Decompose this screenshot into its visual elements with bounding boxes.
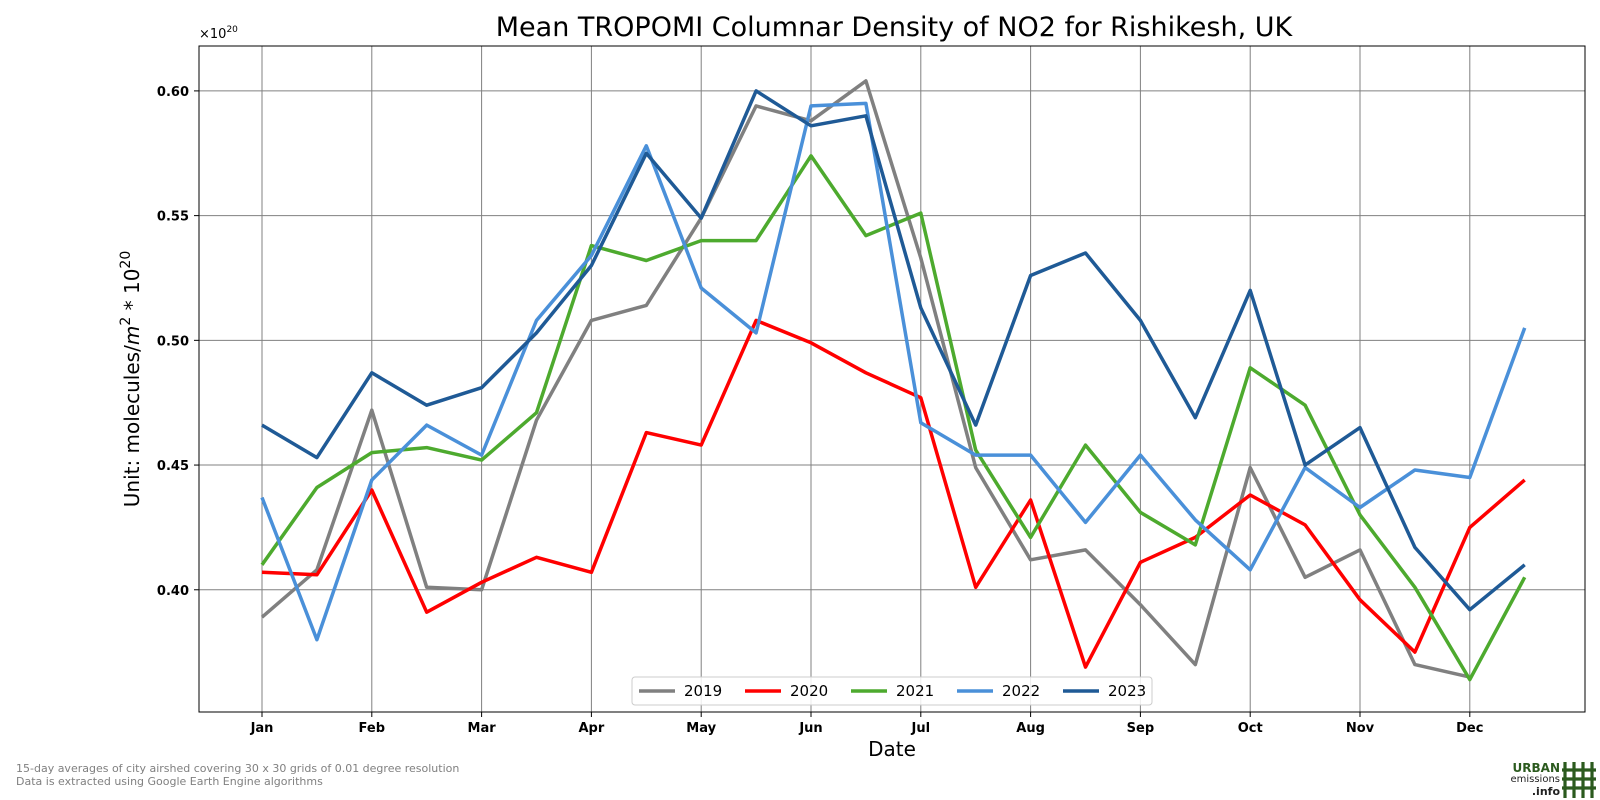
- x-tick-label: Jul: [911, 721, 931, 736]
- legend-label-2022: 2022: [1002, 682, 1040, 700]
- series-line-2020: [261, 318, 1526, 669]
- no2-line-chart: Mean TROPOMI Columnar Density of NO2 for…: [118, 12, 1586, 760]
- y-tick-label: 0.40: [157, 584, 189, 599]
- x-tick-label: Jun: [798, 721, 822, 736]
- x-tick-label: Mar: [468, 721, 497, 736]
- series-line-2023: [261, 89, 1526, 612]
- logo-line-2: emissions: [1510, 774, 1560, 785]
- x-tick-label: Sep: [1127, 721, 1155, 736]
- y-axis-label: Unit: molecules/m2 * 1020: [118, 251, 144, 508]
- footer-note: 15-day averages of city airshed covering…: [16, 762, 459, 788]
- logo-line-3: .info: [1531, 785, 1560, 798]
- y-axis-ticks: 0.40 0.45 0.50 0.55 0.60: [157, 85, 199, 599]
- x-tick-label: Aug: [1016, 721, 1045, 736]
- logo-line-1: URBAN: [1512, 761, 1560, 775]
- urban-emissions-logo: URBAN emissions .info: [1500, 762, 1596, 798]
- legend-label-2020: 2020: [790, 682, 828, 700]
- gridlines: [199, 46, 1585, 712]
- y-tick-label: 0.55: [157, 210, 189, 225]
- y-tick-label: 0.60: [157, 85, 189, 100]
- chart-title: Mean TROPOMI Columnar Density of NO2 for…: [496, 12, 1294, 43]
- y-tick-label: 0.50: [157, 334, 189, 349]
- grid-logo-icon: [1562, 762, 1596, 798]
- x-tick-label: Nov: [1346, 721, 1375, 736]
- footer-line-1: 15-day averages of city airshed covering…: [16, 762, 460, 775]
- y-tick-label: 0.45: [157, 459, 189, 474]
- logo-text: URBAN emissions .info: [1510, 762, 1560, 798]
- x-tick-label: Oct: [1238, 721, 1263, 736]
- legend-box: [631, 676, 1153, 706]
- x-tick-label: Feb: [359, 721, 385, 736]
- series-line-2019: [260, 79, 1471, 679]
- x-axis-label: Date: [868, 737, 916, 760]
- series-line-2021: [260, 154, 1527, 682]
- plot-frame: [198, 45, 1586, 713]
- x-tick-label: May: [686, 721, 716, 736]
- legend: 2019 2020 2021 2022 2023: [631, 676, 1153, 706]
- x-axis-ticks: Jan Feb Mar Apr May Jun Jul Aug Sep Oct Nov Dec: [250, 712, 1483, 736]
- y-axis-offset-label: ×1020: [199, 25, 238, 42]
- legend-label-2021: 2021: [896, 682, 934, 700]
- x-tick-label: Dec: [1456, 721, 1483, 736]
- series-lines: [260, 79, 1527, 682]
- legend-label-2019: 2019: [684, 682, 722, 700]
- legend-label-2023: 2023: [1108, 682, 1146, 700]
- x-tick-label: Apr: [579, 721, 605, 736]
- footer-line-2: Data is extracted using Google Earth Eng…: [16, 775, 323, 788]
- x-tick-label: Jan: [250, 721, 274, 736]
- series-line-2022: [260, 101, 1527, 642]
